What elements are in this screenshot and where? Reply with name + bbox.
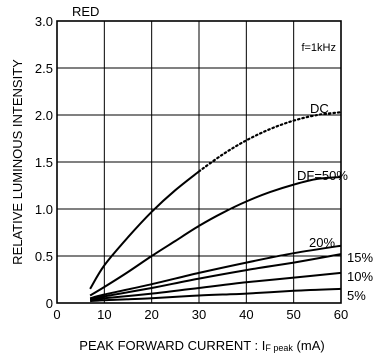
y-tick-label: 2.0	[35, 108, 53, 123]
series-layer	[89, 111, 343, 303]
y-axis-label: RELATIVE LUMINOUS INTENSITY	[10, 59, 25, 265]
x-axis-label-main: PEAK FORWARD CURRENT : I	[79, 338, 265, 353]
series-line-15	[89, 253, 342, 301]
series-line-5	[90, 287, 342, 303]
grid-lines	[57, 21, 341, 303]
series-line-dc	[89, 170, 200, 290]
y-tick-label: 0.5	[35, 249, 53, 264]
series-label-5: 5%	[347, 288, 366, 303]
x-axis-label-subscript: F peak	[265, 343, 293, 353]
x-tick-label: 20	[144, 307, 158, 322]
y-tick-label: 2.5	[35, 61, 53, 76]
x-tick-label: 0	[53, 307, 60, 322]
series-line-df50	[89, 176, 342, 297]
series-label-df50: DF=50%	[297, 168, 348, 183]
x-tick-label: 10	[97, 307, 111, 322]
series-label-10: 10%	[347, 269, 373, 284]
series-line-10	[89, 271, 342, 302]
series-line-dc-dotted	[197, 111, 343, 173]
y-tick-label: 0	[46, 296, 53, 311]
frequency-annotation: f=1kHz	[301, 42, 336, 54]
x-tick-label: 50	[286, 307, 300, 322]
x-axis-label-unit: (mA)	[293, 338, 325, 353]
tick-labels: 0 10 20 30 40 50 60 0 0.5 1.0 1.5 2.0 2.5 3.0	[35, 14, 348, 322]
series-line-20	[89, 244, 342, 300]
x-tick-label: 40	[239, 307, 253, 322]
chart-title: RED	[72, 4, 99, 19]
x-tick-label: 60	[334, 307, 348, 322]
series-label-20: 20%	[309, 235, 335, 250]
y-tick-label: 1.0	[35, 202, 53, 217]
y-tick-label: 3.0	[35, 14, 53, 29]
series-label-dc: DC	[310, 101, 329, 116]
x-tick-label: 30	[192, 307, 206, 322]
series-label-15: 15%	[347, 250, 373, 265]
plot-frame	[56, 20, 342, 304]
y-tick-label: 1.5	[35, 155, 53, 170]
x-axis-label: PEAK FORWARD CURRENT : IF peak (mA)	[79, 338, 324, 353]
